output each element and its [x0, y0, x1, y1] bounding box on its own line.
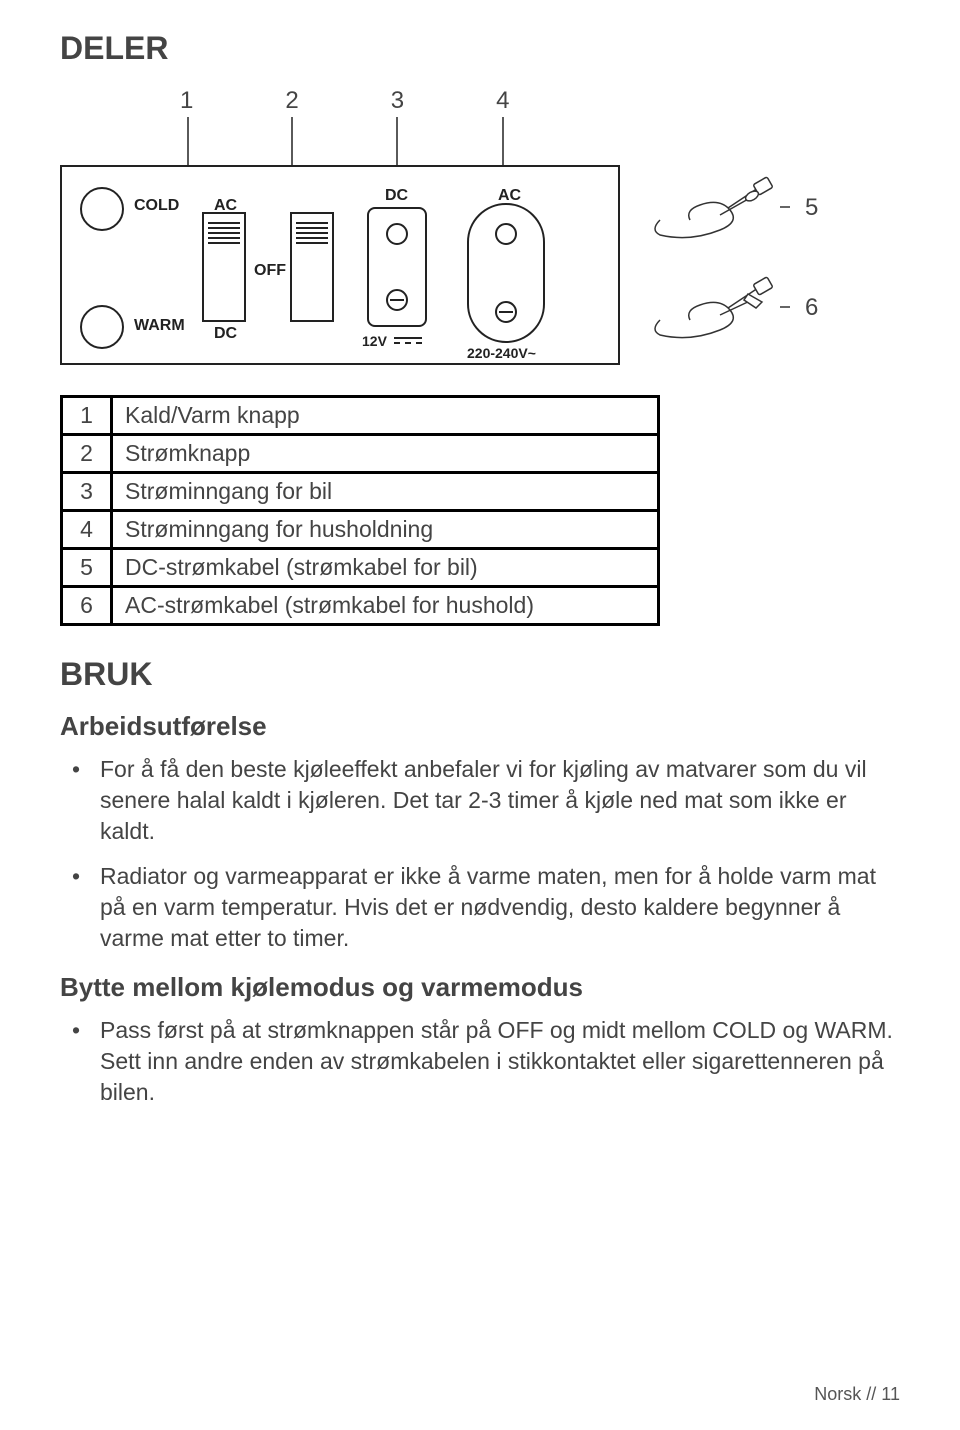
cold-warm-switch[interactable]: [202, 212, 246, 322]
dc-socket[interactable]: [367, 207, 427, 327]
cell-desc: DC-strømkabel (strømkabel for bil): [112, 549, 659, 587]
cell-desc: Strøminngang for husholdning: [112, 511, 659, 549]
list-item: Radiator og varmeapparat er ikke å varme…: [60, 861, 900, 954]
cold-indicator: [80, 187, 124, 231]
list-item: For å få den beste kjøleeffekt anbefaler…: [60, 754, 900, 847]
cable-5-num: 5: [805, 194, 818, 222]
page-title: DELER: [60, 30, 900, 67]
table-row: 6AC-strømkabel (strømkabel for hushold): [62, 587, 659, 625]
cable-5-row: 5: [640, 170, 818, 245]
power-switch[interactable]: [290, 212, 334, 322]
vac-label: 220-240V~: [467, 345, 536, 361]
cable-6-num: 6: [805, 294, 818, 322]
cell-desc: AC-strømkabel (strømkabel for hushold): [112, 587, 659, 625]
cell-num: 1: [62, 397, 112, 435]
cell-desc: Strøminngang for bil: [112, 473, 659, 511]
sub-heading-1: Arbeidsutførelse: [60, 711, 900, 742]
control-panel: COLD WARM AC OFF DC DC 12V: [60, 165, 620, 365]
warm-label: WARM: [134, 317, 185, 335]
callout-2: 2: [285, 87, 298, 115]
dc-cable-icon: [640, 170, 790, 245]
cell-num: 4: [62, 511, 112, 549]
table-row: 2Strømknapp: [62, 435, 659, 473]
dc-symbol-icon: [394, 335, 422, 347]
cell-num: 5: [62, 549, 112, 587]
dc-top-label: DC: [385, 187, 408, 205]
dc-label-1: DC: [214, 325, 237, 343]
cell-num: 2: [62, 435, 112, 473]
table-row: 3Strøminngang for bil: [62, 473, 659, 511]
table-row: 1Kald/Varm knapp: [62, 397, 659, 435]
cell-num: 6: [62, 587, 112, 625]
callout-3: 3: [391, 87, 404, 115]
callout-4: 4: [496, 87, 509, 115]
sub-heading-2: Bytte mellom kjølemodus og varmemodus: [60, 972, 900, 1003]
cold-label: COLD: [134, 197, 179, 215]
cables-column: 5 6: [640, 165, 818, 345]
v12-label: 12V: [362, 333, 387, 349]
ac-socket[interactable]: [467, 203, 545, 343]
table-row: 4Strøminngang for husholdning: [62, 511, 659, 549]
cable-6-row: 6: [640, 270, 818, 345]
list-item: Pass først på at strømknappen står på OF…: [60, 1015, 900, 1108]
bruk-heading: BRUK: [60, 656, 900, 693]
parts-diagram: 1 2 3 4 COLD WARM AC OFF DC: [60, 87, 900, 365]
callout-numbers: 1 2 3 4: [180, 87, 900, 115]
off-label: OFF: [254, 262, 286, 280]
bullet-list-2: Pass først på at strømknappen står på OF…: [60, 1015, 900, 1108]
cell-desc: Kald/Varm knapp: [112, 397, 659, 435]
parts-table: 1Kald/Varm knapp 2Strømknapp 3Strøminnga…: [60, 395, 660, 626]
warm-indicator: [80, 305, 124, 349]
ac-label-1: AC: [214, 197, 237, 215]
callout-1: 1: [180, 87, 193, 115]
cell-num: 3: [62, 473, 112, 511]
bullet-list-1: For å få den beste kjøleeffekt anbefaler…: [60, 754, 900, 954]
ac-cable-icon: [640, 270, 790, 345]
page-footer: Norsk // 11: [814, 1384, 900, 1405]
cell-desc: Strømknapp: [112, 435, 659, 473]
table-row: 5DC-strømkabel (strømkabel for bil): [62, 549, 659, 587]
